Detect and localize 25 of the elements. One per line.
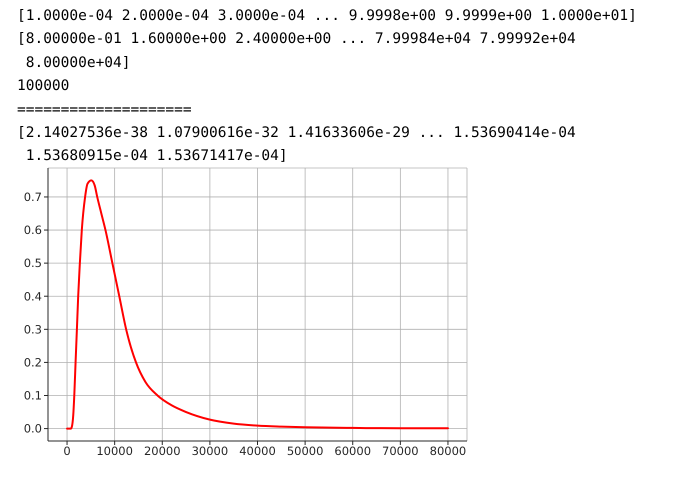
text: [2.14027536e-38 1.07900616e-32 1.41633606e-29 ... 1.53690414e-04 xyxy=(17,124,577,144)
x-tick-label: 60000 xyxy=(334,444,372,458)
y-tick-label: 0.4 xyxy=(24,289,42,304)
x-tick-label: 10000 xyxy=(96,444,133,458)
text: [1.0000e-04 2.0000e-04 3.0000e-04 ... 9.9998e+00 9.9999e+00 1.0000e+01] xyxy=(17,7,637,26)
x-tick-label: 80000 xyxy=(430,444,466,458)
y-tick-label: 0.7 xyxy=(24,190,42,204)
y-tick-label: 0.5 xyxy=(24,256,42,270)
text: 100000 xyxy=(17,77,70,96)
y-tick-label: 0.6 xyxy=(24,223,42,238)
y-tick-label: 0.0 xyxy=(24,422,42,436)
text: 1.53680915e-04 1.53671417e-04] xyxy=(24,147,289,166)
x-tick-label: 20000 xyxy=(144,444,181,458)
x-tick-label: 70000 xyxy=(382,444,419,458)
text: [8.00000e-01 1.60000e+00 2.40000e+00 ... 7.99984e+04 7.99992e+04 xyxy=(17,30,577,50)
text: 8.00000e+04] xyxy=(24,54,132,73)
x-tick-label: 30000 xyxy=(192,444,228,458)
x-tick-label: 0 xyxy=(63,444,71,458)
x-tick-label: 40000 xyxy=(239,444,276,458)
line-series xyxy=(66,179,449,430)
y-tick-label: 0.3 xyxy=(24,322,42,336)
x-tick-label: 50000 xyxy=(286,444,324,458)
text: ==================== xyxy=(17,100,193,120)
y-tick-label: 0.2 xyxy=(24,355,42,370)
y-tick-label: 0.1 xyxy=(24,388,42,403)
